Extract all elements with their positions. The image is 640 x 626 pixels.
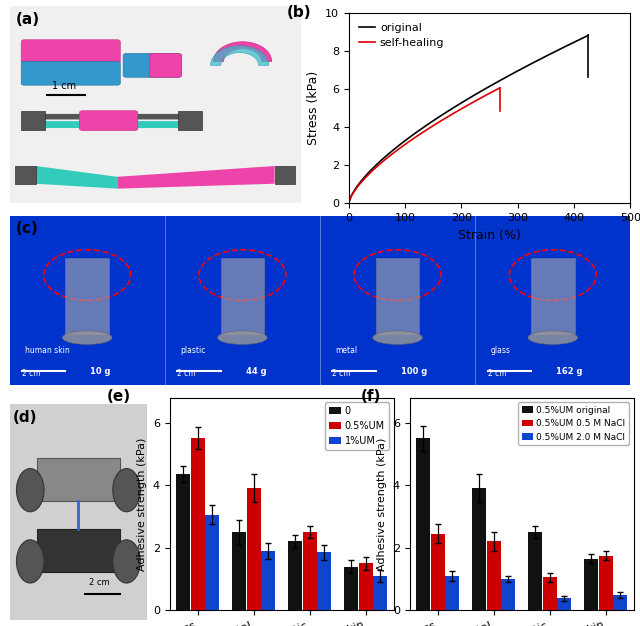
- Bar: [531, 258, 575, 334]
- Legend: 0.5%UM original, 0.5%UM 0.5 M NaCl, 0.5%UM 2.0 M NaCl: 0.5%UM original, 0.5%UM 0.5 M NaCl, 0.5%…: [518, 402, 629, 445]
- Bar: [37, 458, 120, 501]
- Circle shape: [62, 331, 112, 344]
- Bar: [613, 595, 627, 610]
- Polygon shape: [214, 42, 272, 61]
- Text: 1 cm: 1 cm: [52, 81, 76, 91]
- Bar: [501, 579, 515, 610]
- Line: original: original: [349, 36, 588, 203]
- Bar: [584, 558, 598, 610]
- self-healing: [440, 115, 447, 123]
- Bar: [598, 556, 612, 610]
- Polygon shape: [36, 166, 117, 188]
- X-axis label: Strain (%): Strain (%): [458, 228, 521, 242]
- Circle shape: [372, 331, 422, 344]
- Bar: [221, 258, 264, 334]
- Bar: [486, 541, 500, 610]
- Bar: [472, 488, 486, 610]
- Text: 2 cm: 2 cm: [90, 578, 110, 587]
- self-healing: [394, 146, 402, 153]
- Text: 2 cm: 2 cm: [488, 369, 506, 378]
- self-healing: [404, 138, 412, 146]
- Circle shape: [113, 468, 140, 512]
- Bar: [21, 111, 45, 130]
- Text: plastic: plastic: [180, 346, 205, 354]
- Text: 10 g: 10 g: [90, 367, 111, 376]
- Bar: [288, 541, 302, 610]
- Text: glass: glass: [491, 346, 511, 354]
- Bar: [261, 551, 275, 610]
- Bar: [65, 258, 109, 334]
- Text: (e): (e): [107, 389, 131, 404]
- self-healing: [363, 172, 371, 180]
- self-healing: [454, 107, 461, 115]
- FancyBboxPatch shape: [79, 111, 138, 130]
- Bar: [416, 438, 430, 610]
- original: [584, 32, 592, 39]
- Legend: original, self-healing: original, self-healing: [355, 18, 449, 53]
- Bar: [543, 577, 557, 610]
- Legend: 0, 0.5%UM, 1%UM: 0, 0.5%UM, 1%UM: [325, 403, 388, 450]
- self-healing: [345, 200, 353, 207]
- Bar: [15, 166, 36, 184]
- self-healing: [496, 84, 504, 91]
- FancyBboxPatch shape: [149, 54, 181, 77]
- FancyBboxPatch shape: [21, 40, 120, 63]
- original: [486, 83, 493, 90]
- Text: (c): (c): [16, 221, 38, 236]
- Text: 162 g: 162 g: [556, 367, 582, 376]
- original: [453, 101, 461, 109]
- Y-axis label: Stress (kPa): Stress (kPa): [307, 71, 319, 145]
- Y-axis label: Adhesive strength (kPa): Adhesive strength (kPa): [137, 437, 147, 571]
- Bar: [179, 111, 202, 130]
- Bar: [528, 532, 542, 610]
- Bar: [445, 576, 459, 610]
- Text: (b): (b): [287, 5, 312, 20]
- Text: (d): (d): [12, 410, 37, 425]
- Bar: [205, 515, 219, 610]
- Bar: [246, 488, 260, 610]
- Bar: [317, 552, 331, 610]
- FancyBboxPatch shape: [21, 61, 120, 85]
- original: [387, 148, 395, 155]
- Bar: [376, 258, 419, 334]
- Line: self-healing: self-healing: [349, 88, 500, 203]
- Bar: [37, 529, 120, 572]
- Circle shape: [528, 331, 578, 344]
- Text: 2 cm: 2 cm: [177, 369, 196, 378]
- Text: 100 g: 100 g: [401, 367, 427, 376]
- Bar: [191, 438, 205, 610]
- Circle shape: [17, 540, 44, 583]
- Text: (a): (a): [15, 12, 40, 27]
- Bar: [373, 576, 387, 610]
- original: [406, 133, 414, 140]
- Text: 2 cm: 2 cm: [332, 369, 351, 378]
- Circle shape: [17, 468, 44, 512]
- Bar: [303, 532, 317, 610]
- Text: 44 g: 44 g: [246, 367, 266, 376]
- Text: human skin: human skin: [25, 346, 70, 354]
- FancyBboxPatch shape: [123, 54, 181, 77]
- Bar: [557, 598, 571, 610]
- original: [505, 72, 513, 80]
- Bar: [275, 166, 295, 184]
- Polygon shape: [211, 46, 269, 66]
- Circle shape: [218, 331, 268, 344]
- Text: metal: metal: [335, 346, 358, 354]
- Bar: [176, 475, 190, 610]
- Polygon shape: [117, 166, 275, 188]
- original: [345, 200, 353, 207]
- Y-axis label: Adhesive strength (kPa): Adhesive strength (kPa): [377, 437, 387, 571]
- Bar: [232, 532, 246, 610]
- Bar: [344, 567, 358, 610]
- Bar: [358, 563, 372, 610]
- Text: 2 cm: 2 cm: [22, 369, 41, 378]
- Circle shape: [113, 540, 140, 583]
- Bar: [431, 533, 445, 610]
- Text: (f): (f): [360, 389, 381, 404]
- self-healing: [454, 106, 462, 114]
- original: [525, 61, 533, 69]
